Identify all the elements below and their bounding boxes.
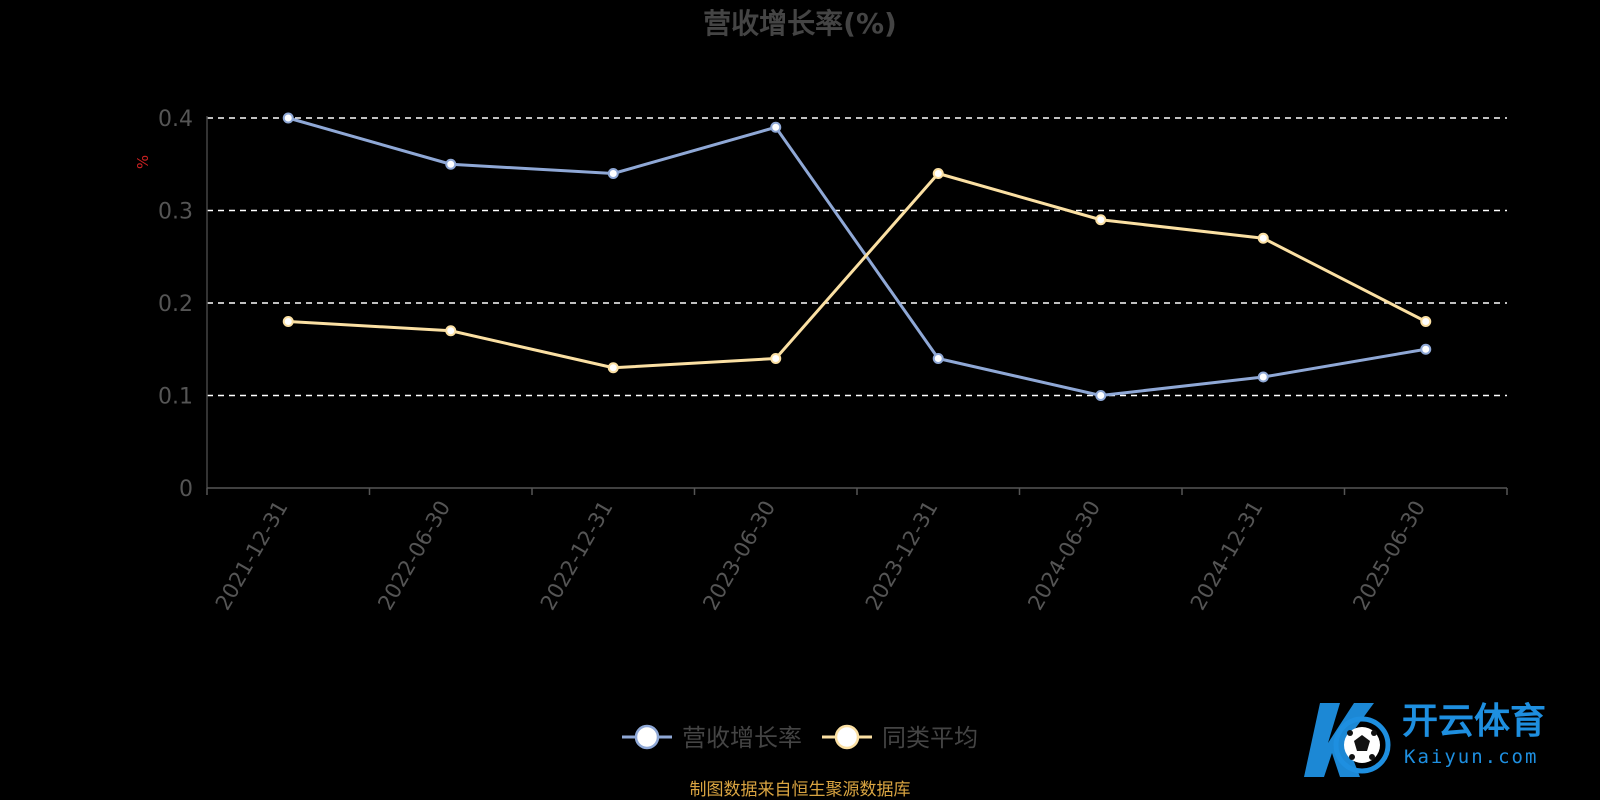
legend[interactable]: 营收增长率 同类平均 (622, 724, 978, 752)
y-axis-label: % (134, 155, 152, 169)
data-point[interactable] (770, 121, 782, 133)
data-point[interactable] (282, 112, 294, 124)
data-point[interactable] (770, 353, 782, 364)
x-tick-label: 2022-12-31 (536, 497, 618, 615)
series-line-2 (288, 172, 1427, 370)
data-point[interactable] (932, 353, 944, 364)
data-point[interactable] (1257, 371, 1269, 383)
y-tick-labels: 0 0.1 0.2 0.3 0.4 (158, 107, 193, 502)
y-tick-label: 0.1 (158, 385, 193, 410)
data-point[interactable] (445, 158, 457, 170)
x-tick-label: 2022-06-30 (373, 497, 455, 615)
y-tick-label: 0.4 (158, 107, 193, 132)
y-tick-label: 0.3 (158, 200, 193, 225)
x-tick-label: 2021-12-31 (211, 497, 293, 615)
data-point[interactable] (1420, 316, 1432, 327)
y-tick-label: 0 (179, 477, 193, 502)
series-line-1 (287, 116, 1427, 397)
legend-marker-icon (634, 724, 660, 750)
data-point[interactable] (1095, 214, 1107, 226)
brand-logo-icon (1304, 703, 1391, 777)
legend-label: 营收增长率 (682, 724, 802, 752)
axes (206, 116, 1508, 495)
data-point[interactable] (607, 168, 619, 179)
data-point[interactable] (1420, 343, 1432, 355)
grid-lines (207, 117, 1507, 397)
brand-name-cn: 开云体育 (1402, 701, 1546, 742)
chart-title: 营收增长率(%) (703, 7, 897, 40)
x-tick-label: 2024-12-31 (1186, 497, 1268, 615)
legend-label: 同类平均 (882, 724, 978, 752)
legend-item[interactable]: 营收增长率 (622, 724, 802, 752)
x-tick-labels: 2021-12-31 2022-06-30 2022-12-31 2023-06-30… (211, 497, 1430, 615)
x-tick-label: 2023-12-31 (861, 497, 943, 615)
series-lines (282, 112, 1432, 401)
legend-item[interactable]: 同类平均 (822, 724, 978, 752)
data-point[interactable] (282, 316, 294, 327)
source-note: 制图数据来自恒生聚源数据库 (690, 780, 911, 800)
data-point[interactable] (1095, 390, 1107, 401)
data-point[interactable] (932, 168, 944, 179)
y-tick-label: 0.2 (158, 292, 193, 317)
x-tick-label: 2025-06-30 (1348, 497, 1430, 615)
brand-name-en: Kaiyun.com (1404, 746, 1538, 768)
data-point[interactable] (445, 325, 457, 337)
x-tick-label: 2024-06-30 (1023, 497, 1105, 615)
data-point[interactable] (607, 362, 619, 374)
legend-marker-icon (834, 724, 860, 750)
data-point[interactable] (1257, 232, 1269, 244)
brand-watermark: 开云体育 Kaiyun.com (1304, 701, 1546, 777)
x-tick-label: 2023-06-30 (698, 497, 780, 615)
